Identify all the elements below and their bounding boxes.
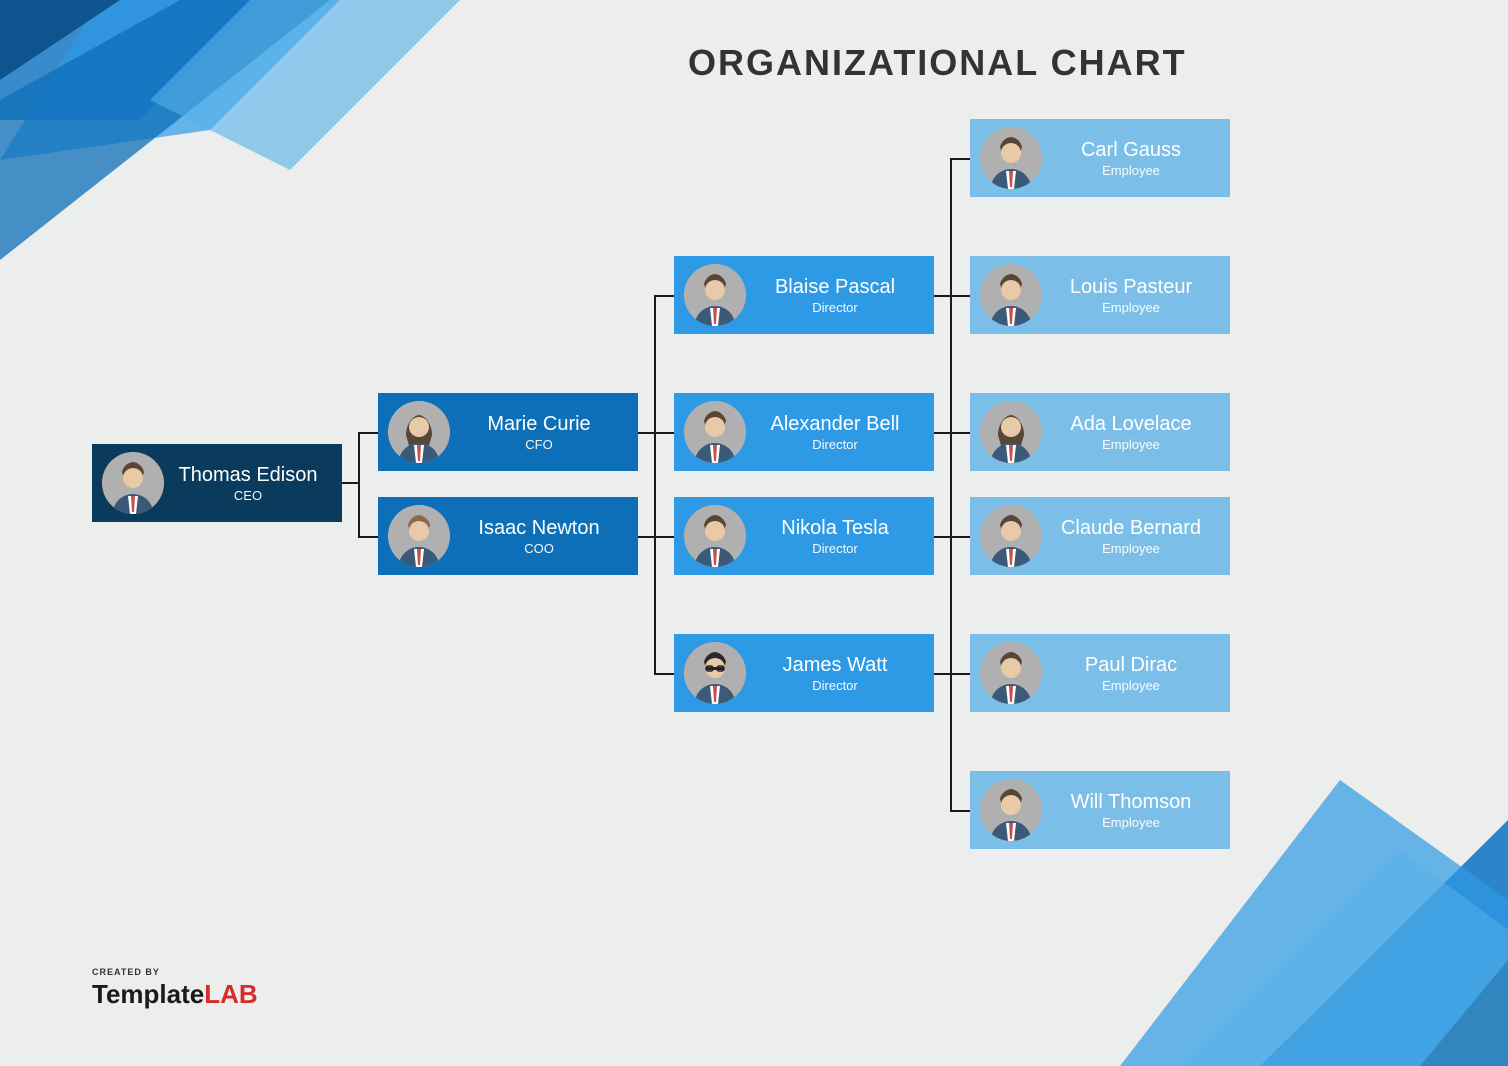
avatar-icon — [980, 401, 1042, 463]
connector — [934, 673, 970, 675]
connector — [358, 536, 378, 538]
node-name: Marie Curie — [450, 413, 628, 435]
org-node-cfo: Marie Curie CFO — [378, 393, 638, 471]
connector — [654, 295, 674, 297]
connector — [950, 295, 970, 297]
connector — [654, 295, 656, 673]
org-node-e3: Ada Lovelace Employee — [970, 393, 1230, 471]
connector — [638, 536, 674, 538]
node-role: Employee — [1042, 541, 1220, 556]
node-role: Employee — [1042, 163, 1220, 178]
avatar-icon — [980, 264, 1042, 326]
connector — [934, 536, 970, 538]
node-name: Thomas Edison — [164, 464, 332, 486]
avatar-icon — [684, 401, 746, 463]
connector — [654, 432, 674, 434]
node-role: Employee — [1042, 300, 1220, 315]
org-node-e2: Louis Pasteur Employee — [970, 256, 1230, 334]
avatar-icon — [684, 642, 746, 704]
node-name: James Watt — [746, 654, 924, 676]
avatar-icon — [388, 401, 450, 463]
org-node-ceo: Thomas Edison CEO — [92, 444, 342, 522]
node-role: Employee — [1042, 437, 1220, 452]
footer-created-by: CREATED BY — [92, 967, 258, 977]
connector — [654, 673, 674, 675]
node-name: Ada Lovelace — [1042, 413, 1220, 435]
avatar-icon — [980, 779, 1042, 841]
node-name: Carl Gauss — [1042, 139, 1220, 161]
connector — [950, 158, 970, 160]
org-node-e5: Paul Dirac Employee — [970, 634, 1230, 712]
footer-brand-accent: LAB — [204, 979, 257, 1009]
avatar-icon — [980, 127, 1042, 189]
node-name: Claude Bernard — [1042, 517, 1220, 539]
org-node-coo: Isaac Newton COO — [378, 497, 638, 575]
org-node-e6: Will Thomson Employee — [970, 771, 1230, 849]
org-node-e1: Carl Gauss Employee — [970, 119, 1230, 197]
node-name: Isaac Newton — [450, 517, 628, 539]
avatar-icon — [980, 505, 1042, 567]
node-name: Paul Dirac — [1042, 654, 1220, 676]
node-name: Louis Pasteur — [1042, 276, 1220, 298]
avatar-icon — [388, 505, 450, 567]
org-chart-page: ORGANIZATIONAL CHART Thomas Edison CEO Mar… — [0, 0, 1508, 1066]
org-node-d3: Nikola Tesla Director — [674, 497, 934, 575]
node-name: Alexander Bell — [746, 413, 924, 435]
node-role: Employee — [1042, 815, 1220, 830]
connector — [934, 432, 970, 434]
decor-top — [0, 0, 500, 280]
org-node-d2: Alexander Bell Director — [674, 393, 934, 471]
node-name: Will Thomson — [1042, 791, 1220, 813]
connector — [950, 810, 970, 812]
node-role: Employee — [1042, 678, 1220, 693]
avatar-icon — [684, 505, 746, 567]
footer-brand-main: Template — [92, 979, 204, 1009]
connector — [358, 432, 360, 536]
node-role: CFO — [450, 437, 628, 452]
page-title: ORGANIZATIONAL CHART — [688, 42, 1187, 84]
org-node-e4: Claude Bernard Employee — [970, 497, 1230, 575]
node-role: Director — [746, 678, 924, 693]
footer-brand: TemplateLAB — [92, 979, 258, 1010]
avatar-icon — [980, 642, 1042, 704]
avatar-icon — [102, 452, 164, 514]
org-node-d4: James Watt Director — [674, 634, 934, 712]
node-role: COO — [450, 541, 628, 556]
footer-logo: CREATED BY TemplateLAB — [92, 967, 258, 1010]
node-name: Nikola Tesla — [746, 517, 924, 539]
node-name: Blaise Pascal — [746, 276, 924, 298]
connector — [358, 432, 378, 434]
node-role: Director — [746, 300, 924, 315]
org-node-d1: Blaise Pascal Director — [674, 256, 934, 334]
node-role: Director — [746, 541, 924, 556]
node-role: Director — [746, 437, 924, 452]
connector — [950, 158, 952, 812]
avatar-icon — [684, 264, 746, 326]
node-role: CEO — [164, 488, 332, 503]
